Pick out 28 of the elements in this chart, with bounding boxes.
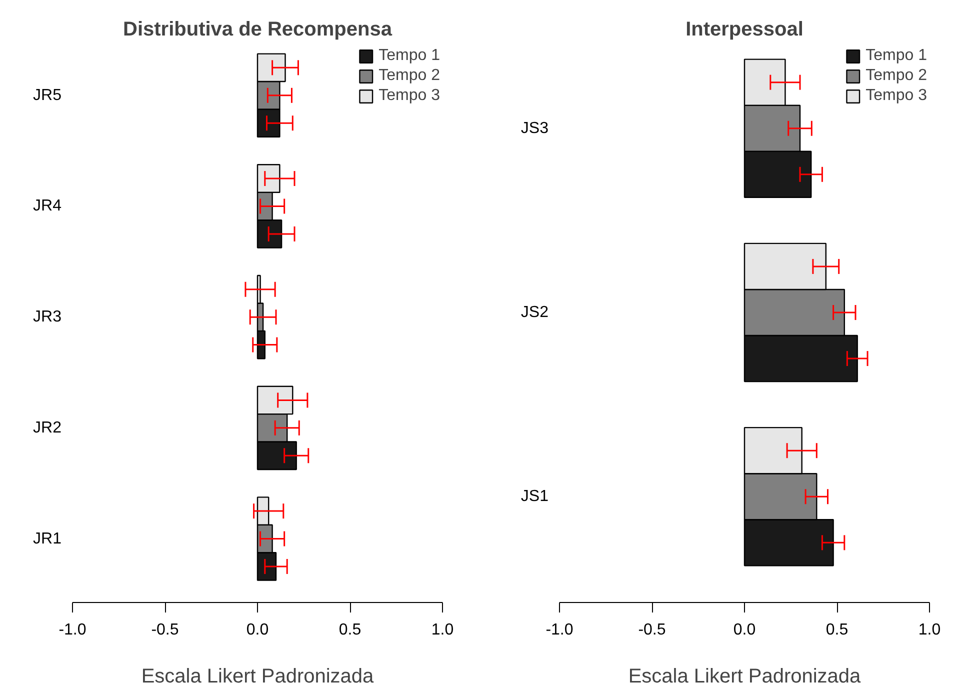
legend-label: Tempo 2 [378,67,440,85]
x-tick-label: -1.0 [546,622,574,638]
chart-title: Distributiva de Recompensa [123,18,393,40]
chart-title: Interpessoal [686,18,804,40]
x-tick-label: 1.0 [918,622,941,638]
x-tick-label: -0.5 [151,622,179,638]
legend-label: Tempo 2 [866,67,927,85]
x-tick-label: 0.5 [826,622,848,638]
y-tick-label: JS1 [520,488,549,506]
x-tick-label: 0.5 [338,622,362,638]
y-tick-label: JR3 [33,308,62,326]
x-tick-label: 0.0 [733,622,756,638]
y-tick-label: JR2 [33,419,62,436]
legend-label: Tempo 3 [866,87,927,105]
x-tick-label: -1.0 [58,622,86,638]
y-tick-label: JR1 [33,530,62,548]
legend-label: Tempo 1 [378,47,440,65]
y-tick-label: JS2 [520,304,549,321]
x-tick-label: 0.0 [246,622,269,638]
x-tick-label: 1.0 [431,622,454,638]
y-tick-label: JS3 [520,120,549,137]
y-tick-label: JR4 [33,198,62,215]
y-tick-label: JR5 [33,86,62,104]
legend-label: Tempo 3 [378,87,440,105]
x-tick-label: -0.5 [638,622,666,638]
x-axis-title: Escala Likert Padronizada [141,666,375,688]
x-axis-title: Escala Likert Padronizada [628,666,862,688]
legend-label: Tempo 1 [866,47,927,65]
